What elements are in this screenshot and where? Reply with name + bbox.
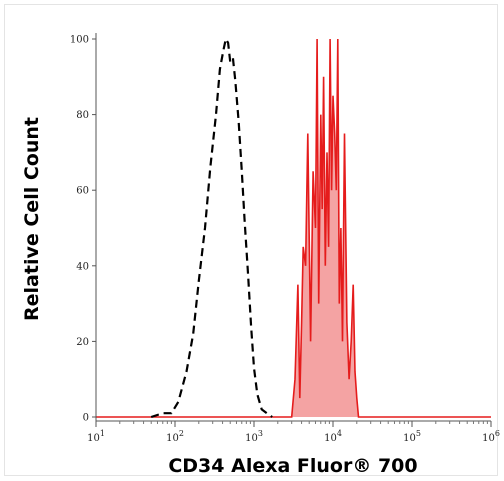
y-tick-label: 100 bbox=[70, 35, 89, 46]
y-tick-label: 60 bbox=[76, 186, 89, 197]
y-axis-ticks: 0 20 40 60 80 100 bbox=[70, 35, 96, 424]
plot-area bbox=[96, 36, 491, 419]
x-tick-label: 101 bbox=[87, 429, 105, 444]
x-tick-label: 102 bbox=[166, 429, 184, 444]
x-axis-title: CD34 Alexa Fluor® 700 bbox=[168, 455, 417, 477]
series-line-control-dashed bbox=[150, 36, 273, 419]
x-tick-label: 103 bbox=[245, 429, 263, 444]
x-axis-ticks: 101 102 103 104 105 106 bbox=[87, 421, 500, 444]
series-line-cd34 bbox=[96, 38, 491, 418]
y-tick-label: 80 bbox=[76, 110, 89, 121]
y-tick-label: 40 bbox=[76, 261, 89, 272]
y-tick-label: 20 bbox=[76, 337, 89, 348]
x-tick-label: 105 bbox=[403, 429, 421, 444]
x-tick-label: 104 bbox=[324, 429, 342, 444]
y-axis-title: Relative Cell Count bbox=[21, 117, 43, 321]
x-tick-label: 106 bbox=[482, 429, 500, 444]
y-tick-label: 0 bbox=[83, 413, 89, 424]
chart-frame bbox=[4, 4, 498, 476]
